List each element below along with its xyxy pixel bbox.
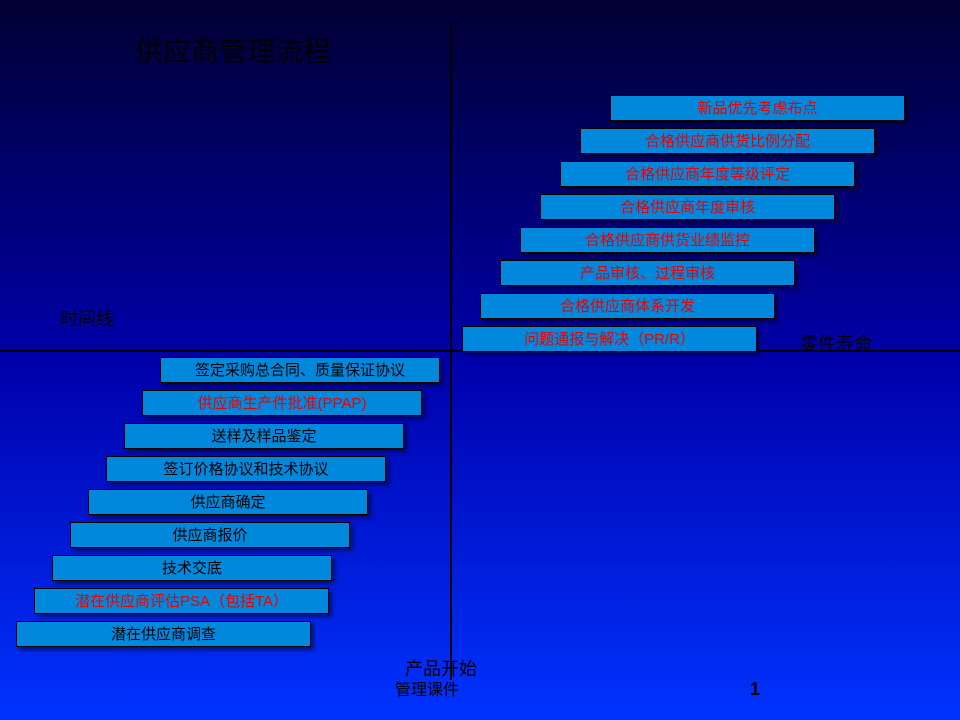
page-title: 供应商管理流程 — [135, 30, 331, 70]
lower-box-4: 供应商确定 — [88, 489, 368, 515]
lower-box-8: 潜在供应商调查 — [16, 621, 311, 647]
upper-box-0: 新品优先考虑布点 — [610, 95, 905, 121]
upper-box-4: 合格供应商供货业绩监控 — [520, 227, 815, 253]
lower-box-2: 送样及样品鉴定 — [124, 423, 404, 449]
footer-text: 管理课件 — [395, 676, 459, 700]
upper-box-2: 合格供应商年度等级评定 — [560, 161, 855, 187]
lower-box-1: 供应商生产件批准(PPAP) — [142, 390, 422, 416]
page-number: 1 — [750, 679, 760, 700]
upper-box-7: 问题通报与解决（PR/R） — [462, 326, 757, 352]
lower-box-6: 技术交底 — [52, 555, 332, 581]
upper-box-1: 合格供应商供货比例分配 — [580, 128, 875, 154]
upper-box-5: 产品审核、过程审核 — [500, 260, 795, 286]
vertical-axis — [450, 25, 452, 680]
upper-box-3: 合格供应商年度审核 — [540, 194, 835, 220]
lower-box-5: 供应商报价 — [70, 522, 350, 548]
label-timeline: 时间线 — [60, 305, 114, 331]
lower-box-3: 签订价格协议和技术协议 — [106, 456, 386, 482]
lower-box-0: 签定采购总合同、质量保证协议 — [160, 357, 440, 383]
label-part-life: 零件寿命 — [800, 330, 872, 356]
lower-box-7: 潜在供应商评估PSA（包括TA） — [34, 588, 329, 614]
upper-box-6: 合格供应商体系开发 — [480, 293, 775, 319]
